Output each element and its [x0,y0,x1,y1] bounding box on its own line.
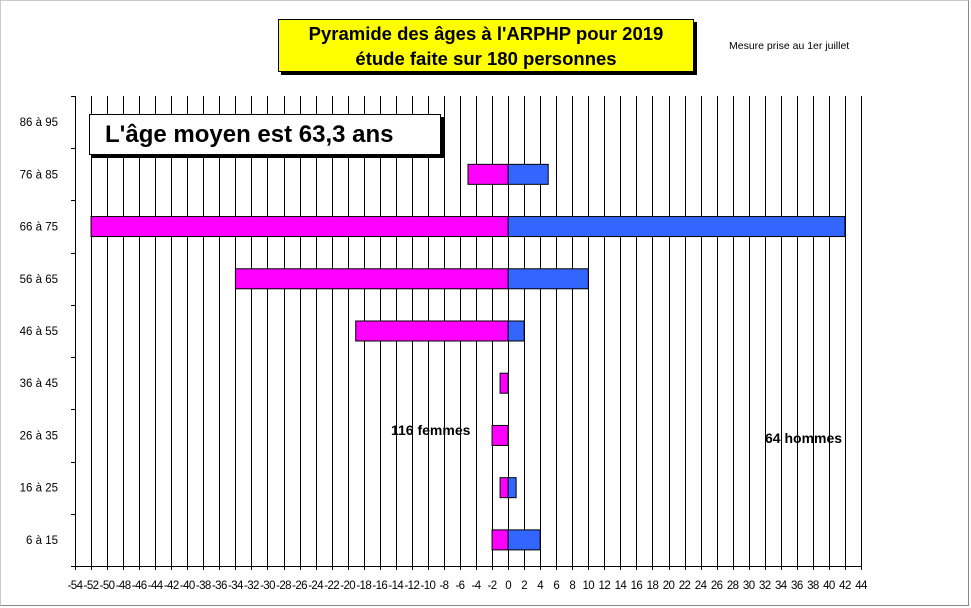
x-tick-label: 2 [521,580,527,592]
x-tick-label: 6 [553,580,559,592]
bar-hommes [507,163,549,185]
chart-title: Pyramide des âges à l'ARPHP pour 2019 ét… [278,19,694,72]
x-tick-label: 10 [583,580,595,592]
chart-title-line-2: étude faite sur 180 personnes [355,48,617,69]
x-tick-label: -18 [356,580,371,592]
x-tick-label: -30 [260,580,275,592]
x-tick-label: -50 [100,580,115,592]
x-tick-label: 16 [631,580,643,592]
x-tick-label: 12 [599,580,611,592]
x-tick-label: -46 [132,580,147,592]
x-tick-label: -54 [68,580,84,592]
bar-femmes [491,529,509,551]
bar-femmes [234,268,509,290]
bar-hommes [507,529,541,551]
x-tick-label: -48 [116,580,131,592]
x-tick-label: 8 [569,580,575,592]
men-count-annotation: 64 hommes [765,430,843,446]
x-tick-label: -12 [404,580,419,592]
y-tick-label: 16 à 25 [20,483,58,495]
x-tick-label: 30 [743,580,755,592]
x-tick-label: 38 [807,580,819,592]
x-tick-label: -32 [244,580,259,592]
x-tick-label: -52 [84,580,99,592]
x-tick-label: 22 [679,580,691,592]
x-tick-label: 42 [839,580,851,592]
x-tick-label: 24 [695,580,708,592]
y-tick-label: 66 à 75 [20,222,58,234]
x-tick-label: 44 [855,580,868,592]
bar-hommes [507,320,525,342]
women-count-annotation: 116 femmes [391,422,471,438]
bar-femmes [499,372,509,394]
x-tick-label: 40 [823,580,835,592]
x-tick-label: -2 [488,580,497,592]
x-tick-label: -6 [455,580,464,592]
x-tick-label: -22 [324,580,339,592]
bar-femmes [467,163,509,185]
y-tick-label: 76 à 85 [20,169,58,181]
x-tick-label: -8 [439,580,448,592]
x-tick-label: 28 [727,580,739,592]
x-tick-label: -42 [164,580,179,592]
y-tick-label: 26 à 35 [20,430,58,442]
average-age-label: L'âge moyen est 63,3 ans [89,114,441,155]
x-tick-label: -10 [420,580,435,592]
x-tick-label: -24 [308,580,324,592]
x-tick-label: -34 [228,580,244,592]
x-tick-label: 26 [711,580,723,592]
x-tick-label: -40 [180,580,195,592]
x-tick-label: -36 [212,580,227,592]
x-tick-label: 20 [663,580,675,592]
y-tick-label: 46 à 55 [20,326,58,338]
y-tick-label: 56 à 65 [20,274,58,286]
y-tick-label: 36 à 45 [20,378,58,390]
x-tick-label: -38 [196,580,211,592]
x-tick-label: 18 [647,580,659,592]
x-tick-label: -28 [276,580,291,592]
x-tick-label: -16 [372,580,387,592]
measurement-note: Mesure prise au 1er juillet [729,40,850,52]
x-tick-label: 0 [505,580,511,592]
y-tick-label: 86 à 95 [20,117,58,129]
x-tick-label: 4 [537,580,544,592]
x-tick-label: -26 [292,580,307,592]
bar-hommes [507,477,517,499]
x-tick-label: 36 [791,580,803,592]
x-tick-label: 34 [775,580,788,592]
x-tick-label: 14 [615,580,628,592]
bar-hommes [507,268,589,290]
x-tick-label: -4 [472,580,482,592]
bar-femmes [355,320,509,342]
bar-femmes [491,424,509,446]
x-tick-label: -14 [388,580,404,592]
x-tick-label: 32 [759,580,771,592]
bar-femmes [90,216,509,238]
bar-hommes [507,216,846,238]
bar-femmes [499,477,509,499]
x-tick-label: -44 [148,580,164,592]
y-tick-label: 6 à 15 [26,535,58,547]
x-tick-label: -20 [340,580,355,592]
chart-title-line-1: Pyramide des âges à l'ARPHP pour 2019 [308,23,664,44]
